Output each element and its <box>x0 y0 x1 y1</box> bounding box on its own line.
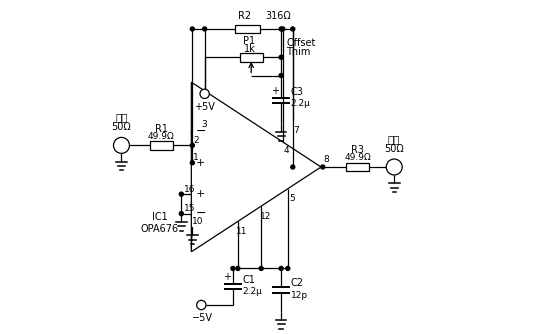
Circle shape <box>279 27 283 31</box>
Text: +: + <box>271 86 279 96</box>
Text: IC1: IC1 <box>152 212 168 222</box>
Text: 2: 2 <box>194 136 199 145</box>
Text: 5: 5 <box>289 194 295 203</box>
Circle shape <box>200 89 209 99</box>
Bar <box>150 141 173 150</box>
Bar <box>236 25 260 33</box>
Circle shape <box>190 27 195 31</box>
Circle shape <box>286 267 290 271</box>
Text: +: + <box>196 189 205 199</box>
Text: C2: C2 <box>291 279 303 289</box>
Circle shape <box>190 161 195 165</box>
Text: 输出: 输出 <box>388 134 400 144</box>
Text: −: − <box>196 125 206 138</box>
Circle shape <box>236 267 240 271</box>
Circle shape <box>197 300 206 310</box>
Text: 2.2μ: 2.2μ <box>291 99 310 108</box>
Text: 15: 15 <box>184 204 196 213</box>
Text: R3: R3 <box>351 145 364 155</box>
Text: 50Ω: 50Ω <box>112 122 132 132</box>
Circle shape <box>259 267 263 271</box>
Text: +: + <box>196 158 205 168</box>
Text: P1: P1 <box>244 36 255 46</box>
Bar <box>239 53 263 61</box>
Text: R1: R1 <box>155 124 168 134</box>
Text: 12: 12 <box>259 212 271 221</box>
Circle shape <box>291 165 295 169</box>
Text: 49.9Ω: 49.9Ω <box>148 132 175 141</box>
Text: 3: 3 <box>202 120 208 129</box>
Text: 8: 8 <box>323 155 329 164</box>
Text: 1k: 1k <box>244 44 255 54</box>
Text: Offset: Offset <box>286 38 315 48</box>
Circle shape <box>179 212 183 216</box>
Text: −: − <box>196 207 206 220</box>
Circle shape <box>279 267 283 271</box>
Text: +5V: +5V <box>194 102 215 112</box>
Bar <box>346 163 369 171</box>
Circle shape <box>386 159 402 175</box>
Text: +: + <box>223 273 231 283</box>
Circle shape <box>279 55 283 59</box>
Circle shape <box>179 192 183 196</box>
Circle shape <box>281 27 285 31</box>
Text: 1: 1 <box>193 153 198 162</box>
Text: 316Ω: 316Ω <box>265 11 291 21</box>
Text: 输入: 输入 <box>115 112 128 122</box>
Circle shape <box>321 165 324 169</box>
Text: R2: R2 <box>238 11 251 21</box>
Circle shape <box>190 143 195 147</box>
Text: 11: 11 <box>236 227 247 236</box>
Text: 10: 10 <box>191 217 203 226</box>
Text: C1: C1 <box>242 275 255 285</box>
Text: 7: 7 <box>293 126 299 135</box>
Text: 4: 4 <box>284 146 289 155</box>
Text: −5V: −5V <box>192 313 213 323</box>
Circle shape <box>291 27 295 31</box>
Text: 49.9Ω: 49.9Ω <box>344 153 371 162</box>
Text: Tnim: Tnim <box>286 47 310 57</box>
Text: C3: C3 <box>291 87 303 97</box>
Circle shape <box>231 267 235 271</box>
Circle shape <box>203 27 206 31</box>
Circle shape <box>114 137 129 153</box>
Text: 2.2μ: 2.2μ <box>242 287 262 296</box>
Text: 12p: 12p <box>291 291 308 300</box>
Circle shape <box>279 73 283 77</box>
Text: 50Ω: 50Ω <box>384 144 404 154</box>
Text: OPA676: OPA676 <box>141 223 179 233</box>
Text: 16: 16 <box>184 185 196 194</box>
